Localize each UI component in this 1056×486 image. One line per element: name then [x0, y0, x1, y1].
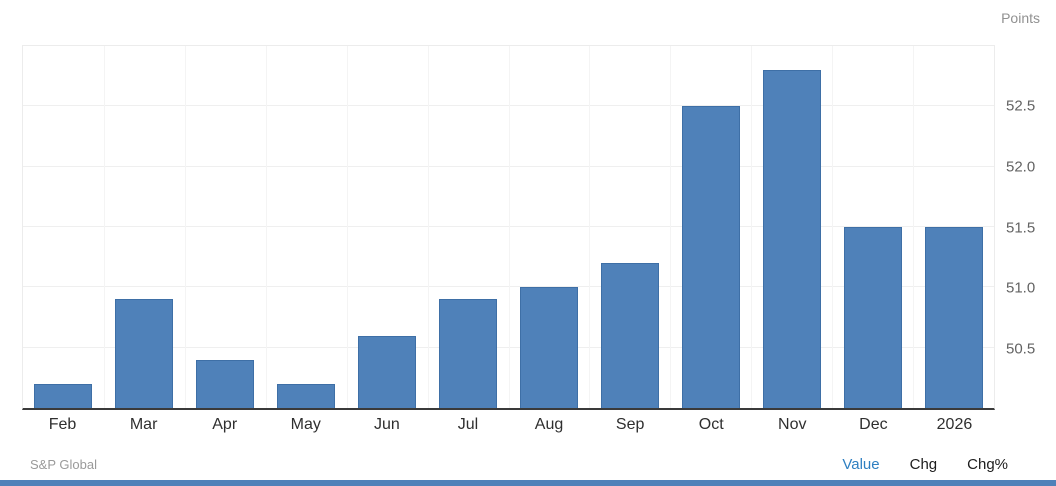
bar-mar[interactable] — [115, 299, 174, 408]
bar-2026[interactable] — [924, 227, 983, 408]
source-attribution-label: S&P Global — [30, 457, 97, 472]
x-tick-label: Mar — [129, 416, 158, 433]
x-tick-label: 2026 — [936, 416, 973, 433]
v-gridline — [103, 46, 105, 408]
bar-jul[interactable] — [439, 299, 498, 408]
y-tick-label: 51.0 — [1006, 279, 1036, 297]
series-mode-tabs: Value Chg Chg% — [842, 456, 1008, 473]
bar-may[interactable] — [277, 383, 336, 408]
y-tick-label: 51.5 — [1006, 219, 1036, 236]
x-tick-label: Jun — [373, 416, 400, 433]
y-axis: 50.5 51.0 51.5 52.0 52.5 — [1001, 45, 1056, 410]
v-gridline — [427, 46, 429, 408]
x-tick-label: Dec — [859, 416, 888, 433]
v-gridline — [913, 46, 915, 408]
bar-jun[interactable] — [358, 335, 417, 408]
bar-aug[interactable] — [519, 287, 578, 408]
v-gridline — [589, 46, 591, 408]
x-tick-label: Jul — [457, 416, 479, 433]
tab-chg-percent[interactable]: Chg% — [967, 456, 1008, 473]
v-gridline — [832, 46, 834, 408]
x-tick-label: Feb — [48, 416, 77, 433]
x-axis: Feb Mar Apr May Jun Jul Aug Sep Oct Nov Dec 2026 — [22, 413, 995, 439]
chart-footer: S&P Global Value Chg Chg% — [0, 453, 1056, 473]
x-tick-label: Oct — [698, 416, 724, 433]
bar-apr[interactable] — [196, 359, 255, 408]
v-gridline — [184, 46, 186, 408]
plot-area — [22, 45, 995, 410]
x-tick-label: Aug — [534, 416, 564, 433]
y-tick-label: 50.5 — [1006, 340, 1036, 358]
v-gridline — [508, 46, 510, 408]
x-tick-label: Nov — [778, 416, 807, 433]
bar-nov[interactable] — [762, 70, 821, 408]
x-tick-label: Sep — [615, 416, 645, 433]
bottom-accent-bar — [0, 480, 1056, 486]
y-tick-label: 52.0 — [1006, 158, 1036, 176]
bar-dec[interactable] — [843, 227, 902, 408]
tab-chg[interactable]: Chg — [909, 456, 938, 473]
bar-oct[interactable] — [681, 106, 740, 408]
y-axis-units-label: Points — [1001, 10, 1040, 26]
x-tick-label: Apr — [212, 416, 238, 433]
v-gridline — [751, 46, 753, 408]
y-tick-label: 52.5 — [1006, 97, 1036, 115]
v-gridline — [346, 46, 348, 408]
bar-feb[interactable] — [34, 383, 93, 408]
bar-sep[interactable] — [600, 263, 659, 408]
v-gridline — [265, 46, 267, 408]
tab-value[interactable]: Value — [842, 456, 880, 473]
v-gridline — [670, 46, 672, 408]
x-tick-label: May — [290, 416, 321, 433]
